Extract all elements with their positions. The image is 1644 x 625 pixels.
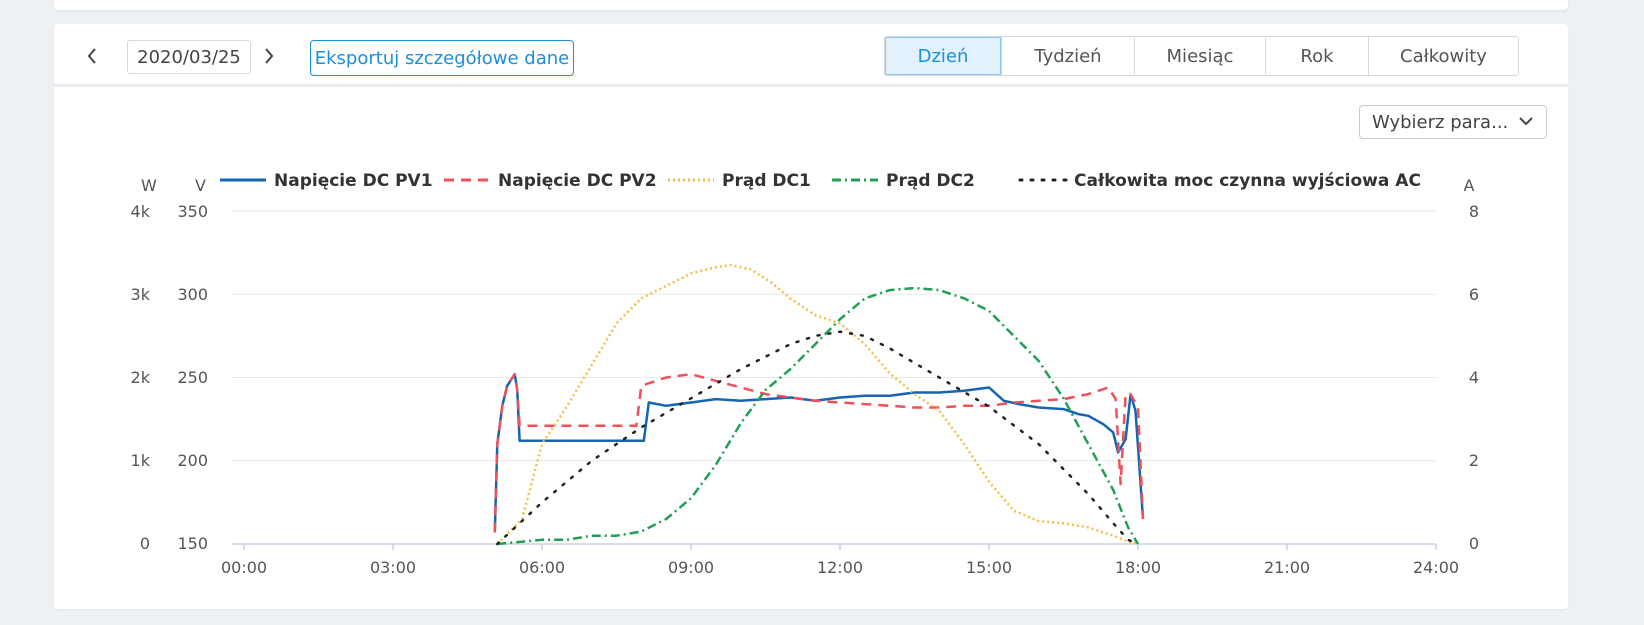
prev-day-button[interactable] [82, 46, 102, 66]
legend-item-ac-power[interactable]: Całkowita moc czynna wyjściowa AC [1018, 171, 1421, 191]
tab-year[interactable]: Rok [1265, 37, 1368, 75]
parameter-select[interactable]: Wybierz para... [1359, 105, 1547, 139]
current-tick: 4 [1469, 368, 1479, 387]
legend-item-dc1-current[interactable]: Prąd DC1 [668, 171, 811, 191]
legend-label: Całkowita moc czynna wyjściowa AC [1074, 171, 1421, 191]
tab-total[interactable]: Całkowity [1368, 37, 1518, 75]
power-tick: 3k [131, 285, 151, 304]
time-tick: 12:00 [817, 558, 863, 577]
time-tick: 03:00 [370, 558, 416, 577]
time-tick: 15:00 [966, 558, 1012, 577]
voltage-tick: 350 [177, 202, 208, 221]
current-tick: 2 [1469, 451, 1479, 470]
legend-label: Napięcie DC PV2 [498, 171, 657, 191]
time-axis-ticks: 00:00 03:00 06:00 09:00 12:00 15:00 18:0… [221, 558, 1459, 577]
voltage-tick: 300 [177, 285, 208, 304]
power-tick: 2k [131, 368, 151, 387]
parameter-select-value: Wybierz para... [1372, 111, 1509, 133]
current-axis-ticks: 0 2 4 6 8 [1469, 202, 1479, 553]
toolbar: 2020/03/25 Eksportuj szczegółowe dane Dz… [54, 24, 1568, 84]
legend: Napięcie DC PV1 Napięcie DC PV2 Prąd DC1… [220, 171, 1421, 191]
tab-month[interactable]: Miesiąc [1134, 37, 1265, 75]
legend-item-pv2-voltage[interactable]: Napięcie DC PV2 [444, 171, 657, 191]
power-tick: 0 [140, 534, 150, 553]
voltage-tick: 250 [177, 368, 208, 387]
next-day-button[interactable] [259, 46, 279, 66]
series-dc2-current [497, 286, 1140, 546]
tab-week[interactable]: Tydzień [1001, 37, 1134, 75]
series-ac-power [496, 330, 1140, 546]
tab-day[interactable]: Dzień [885, 37, 1001, 75]
time-tick: 00:00 [221, 558, 267, 577]
axis-label-current: A [1464, 176, 1475, 195]
series-dc1-current [496, 263, 1139, 546]
line-chart: W V A 0 1k 2k 3k 4k 150 200 250 300 350 … [131, 171, 1480, 577]
legend-item-dc2-current[interactable]: Prąd DC2 [832, 171, 975, 191]
power-tick: 1k [131, 451, 151, 470]
chevron-down-icon [1519, 117, 1533, 126]
previous-panel-edge [54, 0, 1568, 10]
period-tabs: Dzień Tydzień Miesiąc Rok Całkowity [884, 36, 1519, 76]
legend-item-pv1-voltage[interactable]: Napięcie DC PV1 [220, 171, 433, 191]
chevron-left-icon [87, 48, 96, 64]
time-tick: 24:00 [1413, 558, 1459, 577]
series-pv1-voltage [493, 372, 1145, 533]
chevron-right-icon [265, 48, 274, 64]
time-tick: 09:00 [668, 558, 714, 577]
voltage-tick: 200 [177, 451, 208, 470]
series-layer [493, 263, 1145, 546]
date-value: 2020/03/25 [137, 46, 241, 68]
time-tick: 18:00 [1115, 558, 1161, 577]
chart-grid [232, 210, 1437, 550]
time-tick: 21:00 [1264, 558, 1310, 577]
current-tick: 8 [1469, 202, 1479, 221]
legend-label: Prąd DC1 [722, 171, 811, 191]
voltage-tick: 150 [177, 534, 208, 553]
series-pv2-voltage [493, 372, 1145, 533]
power-axis-ticks: 0 1k 2k 3k 4k [131, 202, 151, 553]
current-tick: 0 [1469, 534, 1479, 553]
axis-label-voltage: V [195, 176, 206, 195]
time-tick: 06:00 [519, 558, 565, 577]
chart-card: Wybierz para... W V A 0 1k 2k 3k 4k 150 … [54, 87, 1568, 609]
power-tick: 4k [131, 202, 151, 221]
date-picker[interactable]: 2020/03/25 [127, 40, 251, 74]
current-tick: 6 [1469, 285, 1479, 304]
axis-label-power: W [141, 176, 157, 195]
legend-label: Prąd DC2 [886, 171, 975, 191]
legend-label: Napięcie DC PV1 [274, 171, 433, 191]
voltage-axis-ticks: 150 200 250 300 350 [177, 202, 208, 553]
export-details-button[interactable]: Eksportuj szczegółowe dane [310, 40, 574, 76]
